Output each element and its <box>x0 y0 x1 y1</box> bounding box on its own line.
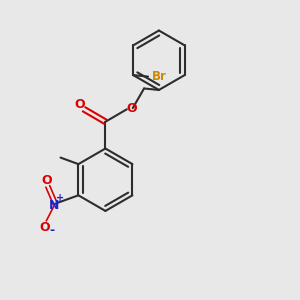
Text: O: O <box>39 221 50 234</box>
Text: O: O <box>41 174 52 187</box>
Text: O: O <box>126 102 137 115</box>
Text: Br: Br <box>152 70 167 83</box>
Text: N: N <box>49 199 59 212</box>
Text: +: + <box>56 193 64 203</box>
Text: O: O <box>74 98 85 111</box>
Text: -: - <box>49 224 54 237</box>
